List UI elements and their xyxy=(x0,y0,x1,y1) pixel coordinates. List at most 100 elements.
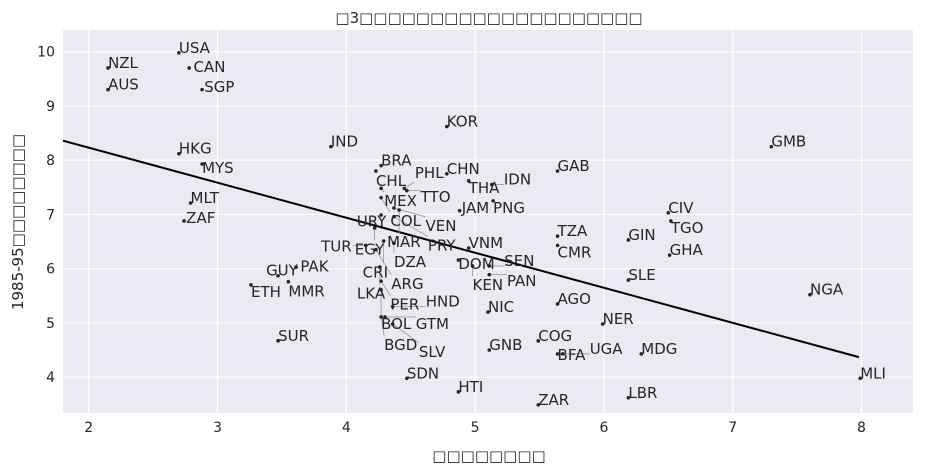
point-label-phl: PHL xyxy=(415,164,444,182)
point-marker xyxy=(555,352,560,356)
point-label-gtm: GTM xyxy=(416,315,449,333)
point-marker xyxy=(374,169,378,173)
point-marker xyxy=(390,304,395,309)
point-marker xyxy=(858,376,862,381)
point-marker xyxy=(444,124,449,129)
point-marker xyxy=(200,87,204,92)
point-label-dza: DZA xyxy=(394,253,427,271)
point-marker xyxy=(669,219,673,223)
point-label-ago: AGO xyxy=(558,290,591,308)
point-marker xyxy=(487,272,492,277)
point-marker xyxy=(379,195,383,200)
point-marker xyxy=(456,390,461,394)
point-marker xyxy=(392,214,396,219)
point-label-tha: THA xyxy=(468,179,500,197)
point-marker xyxy=(490,182,494,187)
point-marker xyxy=(457,208,462,213)
ticks: 2 3 4 5 6 7 8 4 5 6 7 8 9 10 xyxy=(37,45,866,436)
y-axis-label: 1985-95□□□□□□□□ xyxy=(9,134,27,310)
point-label-mmr: MMR xyxy=(288,283,324,301)
label-leader-line xyxy=(404,181,416,189)
point-label-hnd: HND xyxy=(426,293,460,311)
point-label-uga: UGA xyxy=(590,340,624,358)
point-label-hti: HTI xyxy=(458,378,483,396)
point-marker xyxy=(379,288,383,292)
x-tick-label: 6 xyxy=(599,420,608,436)
label-leader-line xyxy=(375,249,392,275)
point-marker xyxy=(626,278,631,282)
point-label-pry: PRY xyxy=(428,237,457,255)
point-label-can: CAN xyxy=(193,58,225,76)
point-label-pan: PAN xyxy=(507,272,537,290)
point-label-tto: TTO xyxy=(420,188,451,206)
point-label-cog: COG xyxy=(538,327,572,345)
point-marker xyxy=(555,169,560,173)
point-label-sle: SLE xyxy=(628,266,655,284)
point-label-mdg: MDG xyxy=(641,340,677,358)
y-tick-label: 5 xyxy=(46,316,55,332)
point-marker xyxy=(405,376,409,381)
y-tick-label: 9 xyxy=(46,99,55,115)
x-tick-label: 3 xyxy=(213,420,222,436)
point-marker xyxy=(286,279,291,284)
point-label-nic: NIC xyxy=(488,298,514,316)
point-marker xyxy=(249,283,253,287)
point-marker xyxy=(536,403,541,407)
point-marker xyxy=(397,208,401,212)
point-marker xyxy=(536,339,541,343)
point-marker xyxy=(639,352,644,356)
point-marker xyxy=(405,188,409,193)
x-tick-label: 7 xyxy=(728,420,737,436)
x-axis-label: □□□□□□□□ xyxy=(432,447,545,465)
point-marker xyxy=(276,339,280,343)
point-marker xyxy=(378,265,382,269)
label-leader-line xyxy=(393,216,429,237)
point-label-ner: NER xyxy=(603,310,634,328)
point-marker xyxy=(402,186,407,191)
point-label-col: COL xyxy=(390,212,421,230)
point-label-dom: DOM xyxy=(458,255,494,273)
point-marker xyxy=(379,315,383,319)
grid xyxy=(63,30,913,413)
point-label-mys: MYS xyxy=(202,159,234,177)
regression-line xyxy=(62,139,860,359)
point-label-zaf: ZAF xyxy=(186,209,215,227)
point-label-cmr: CMR xyxy=(558,243,592,261)
label-leader-line xyxy=(380,316,385,336)
point-marker xyxy=(187,66,192,70)
point-label-mex: MEX xyxy=(384,192,417,210)
point-marker xyxy=(383,315,387,319)
point-marker xyxy=(466,246,471,250)
point-label-lbr: LBR xyxy=(628,384,657,402)
point-marker xyxy=(666,211,671,215)
x-tick-label: 8 xyxy=(857,420,866,436)
point-marker xyxy=(106,87,110,92)
point-label-gnb: GNB xyxy=(489,336,522,354)
point-marker xyxy=(329,144,333,149)
point-label-mar: MAR xyxy=(387,233,421,251)
point-marker xyxy=(381,239,386,243)
point-marker xyxy=(769,144,774,149)
y-tick-label: 6 xyxy=(46,262,55,278)
point-label-mlt: MLT xyxy=(191,189,220,207)
point-marker xyxy=(390,322,395,326)
y-tick-label: 4 xyxy=(46,370,55,386)
point-label-bfa: BFA xyxy=(558,346,587,364)
point-marker xyxy=(294,265,298,269)
chart-title: □3□□□□□□□□□□□□□□□□□□□□ xyxy=(335,9,642,27)
point-marker xyxy=(667,253,672,257)
point-marker xyxy=(379,279,383,283)
point-marker xyxy=(372,226,377,230)
point-label-jam: JAM xyxy=(461,199,489,217)
point-label-kor: KOR xyxy=(447,113,478,131)
point-label-tur: TUR xyxy=(320,237,352,255)
point-label-usa: USA xyxy=(179,39,211,57)
point-label-egy: EGY xyxy=(355,240,385,258)
point-marker xyxy=(487,348,492,352)
point-label-idn: IDN xyxy=(504,171,531,189)
point-marker xyxy=(379,213,383,217)
point-label-vnm: VNM xyxy=(469,234,503,252)
y-tick-label: 10 xyxy=(37,45,55,61)
point-marker xyxy=(456,258,461,262)
